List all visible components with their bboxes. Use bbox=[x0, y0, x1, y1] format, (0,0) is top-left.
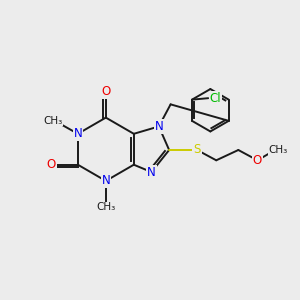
Text: O: O bbox=[47, 158, 56, 171]
Text: N: N bbox=[74, 127, 82, 140]
Text: CH₃: CH₃ bbox=[96, 202, 116, 212]
Text: N: N bbox=[147, 166, 156, 178]
Text: CH₃: CH₃ bbox=[268, 145, 288, 155]
Text: O: O bbox=[253, 154, 262, 167]
Text: O: O bbox=[101, 85, 110, 98]
Text: Cl: Cl bbox=[210, 92, 221, 105]
Text: CH₃: CH₃ bbox=[43, 116, 62, 126]
Text: N: N bbox=[154, 120, 163, 133]
Text: N: N bbox=[101, 174, 110, 188]
Text: S: S bbox=[194, 143, 201, 157]
